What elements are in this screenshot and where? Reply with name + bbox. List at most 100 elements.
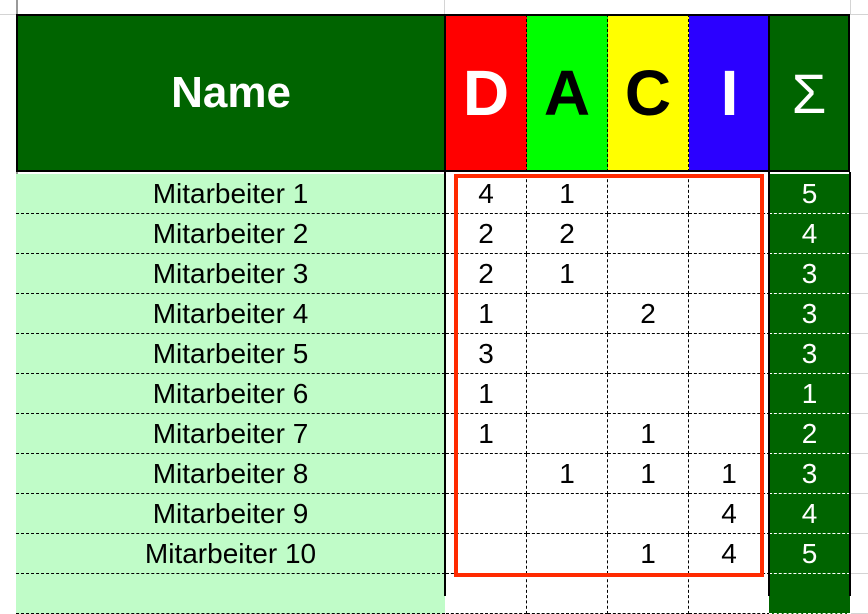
sum-col-border-left: [768, 172, 770, 596]
value-cell[interactable]: 1: [527, 254, 608, 294]
role-letter: I: [720, 57, 739, 129]
value-cell-text: 1: [721, 457, 737, 489]
sum-cell[interactable]: 5: [769, 174, 850, 214]
value-cell[interactable]: [527, 494, 608, 534]
header-name: Name: [16, 14, 446, 172]
value-cell[interactable]: 1: [608, 454, 689, 494]
sum-cell[interactable]: 3: [769, 334, 850, 374]
sum-cell[interactable]: 4: [769, 494, 850, 534]
name-cell-text: Mitarbeiter 5: [152, 337, 309, 369]
value-cell[interactable]: [608, 494, 689, 534]
value-cell[interactable]: [527, 414, 608, 454]
value-cell[interactable]: 2: [608, 294, 689, 334]
value-cell[interactable]: [446, 574, 527, 614]
sum-cell[interactable]: 4: [769, 214, 850, 254]
value-cell[interactable]: [446, 494, 527, 534]
sum-col-border-right: [849, 172, 851, 596]
value-cell[interactable]: [527, 374, 608, 414]
name-cell-text: Mitarbeiter 9: [152, 497, 309, 529]
name-cell-text: Mitarbeiter 1: [152, 177, 309, 209]
value-cell-text: 2: [478, 257, 494, 289]
highlight-rectangle: [454, 174, 764, 577]
gridline: [851, 533, 868, 534]
value-cell[interactable]: 1: [527, 174, 608, 214]
sum-cell[interactable]: 2: [769, 414, 850, 454]
name-cell-text: Mitarbeiter 10: [144, 537, 317, 569]
gridline: [851, 213, 868, 214]
name-cell-text: Mitarbeiter 7: [152, 417, 309, 449]
value-cell[interactable]: [446, 454, 527, 494]
sum-cell-text: 5: [801, 177, 818, 209]
name-cell[interactable]: Mitarbeiter 1: [16, 174, 445, 214]
value-cell[interactable]: [527, 294, 608, 334]
value-cell-text: 1: [640, 537, 656, 569]
value-cell-text: 1: [559, 457, 575, 489]
name-cell[interactable]: Mitarbeiter 9: [16, 494, 445, 534]
value-cell[interactable]: [608, 174, 689, 214]
value-cell-text: 4: [721, 537, 737, 569]
sum-cell[interactable]: 3: [769, 294, 850, 334]
name-cell-text: Mitarbeiter 6: [152, 377, 309, 409]
value-cell[interactable]: 2: [527, 214, 608, 254]
sum-cell-text: 3: [801, 257, 818, 289]
sum-cell[interactable]: 1: [769, 374, 850, 414]
name-col-border: [444, 172, 446, 596]
sum-cell-text: 2: [801, 417, 818, 449]
value-cell-text: 2: [559, 217, 575, 249]
name-cell[interactable]: Mitarbeiter 10: [16, 534, 445, 574]
sum-cell-text: 3: [801, 457, 818, 489]
value-cell[interactable]: 3: [446, 334, 527, 374]
name-cell[interactable]: Mitarbeiter 6: [16, 374, 445, 414]
value-cell[interactable]: [689, 574, 770, 614]
gridline: [444, 0, 445, 14]
name-cell[interactable]: Mitarbeiter 8: [16, 454, 445, 494]
header-sum: Σ: [768, 14, 850, 172]
sum-cell[interactable]: 5: [769, 534, 850, 574]
value-cell-text: 2: [640, 297, 656, 329]
gridline: [850, 0, 851, 14]
value-cell[interactable]: 4: [446, 174, 527, 214]
value-cell[interactable]: [608, 334, 689, 374]
value-cell[interactable]: [608, 254, 689, 294]
name-cell-text: Mitarbeiter 3: [152, 257, 309, 289]
role-letter: D: [462, 57, 510, 129]
name-cell[interactable]: Mitarbeiter 7: [16, 414, 445, 454]
gridline: [851, 373, 868, 374]
name-cell-text: Mitarbeiter 2: [152, 217, 309, 249]
sum-cell[interactable]: 3: [769, 454, 850, 494]
value-cell[interactable]: [608, 374, 689, 414]
sum-cell-text: 4: [801, 497, 818, 529]
role-letter: A: [543, 57, 591, 129]
value-cell[interactable]: [608, 574, 689, 614]
name-cell[interactable]: Mitarbeiter 3: [16, 254, 445, 294]
value-cell[interactable]: 2: [446, 254, 527, 294]
value-cell[interactable]: 1: [446, 294, 527, 334]
header-name-label: Name: [171, 68, 291, 117]
value-cell-text: 1: [478, 377, 494, 409]
value-cell[interactable]: 1: [446, 414, 527, 454]
sum-cell-text: 3: [801, 297, 818, 329]
value-cell[interactable]: 1: [608, 414, 689, 454]
gridline: [851, 253, 868, 254]
value-cell[interactable]: 1: [527, 454, 608, 494]
sum-symbol: Σ: [791, 61, 827, 125]
value-cell[interactable]: [527, 574, 608, 614]
name-cell[interactable]: Mitarbeiter 4: [16, 294, 445, 334]
value-cell-text: 1: [640, 417, 656, 449]
value-cell-text: 1: [478, 297, 494, 329]
value-cell[interactable]: [608, 214, 689, 254]
value-cell[interactable]: 1: [446, 374, 527, 414]
gridline: [851, 333, 868, 334]
name-cell[interactable]: [16, 574, 445, 614]
value-cell-text: 3: [478, 337, 494, 369]
sum-cell-text: 5: [801, 537, 818, 569]
value-cell[interactable]: 2: [446, 214, 527, 254]
name-cell-text: Mitarbeiter 4: [152, 297, 309, 329]
name-cell[interactable]: Mitarbeiter 2: [16, 214, 445, 254]
sum-cell-text: 3: [801, 337, 818, 369]
value-cell[interactable]: [527, 334, 608, 374]
sum-cell[interactable]: [769, 574, 850, 614]
name-cell[interactable]: Mitarbeiter 5: [16, 334, 445, 374]
gridline: [851, 453, 868, 454]
sum-cell[interactable]: 3: [769, 254, 850, 294]
